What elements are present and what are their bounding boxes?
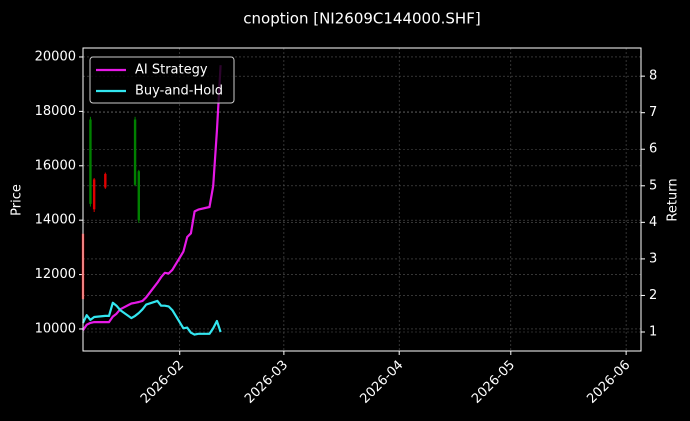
y2-tick-label: 6 <box>649 142 657 157</box>
legend: AI Strategy Buy-and-Hold <box>89 56 235 104</box>
candle-body <box>137 171 140 221</box>
y-tick-label: 18000 <box>35 104 76 119</box>
x-tick-label: 2026-05 <box>469 358 518 407</box>
y2-tick-label: 3 <box>649 251 657 266</box>
y2-tick-label: 7 <box>649 105 657 120</box>
y2-tick-label: 2 <box>649 288 657 303</box>
y2-tick-label: 8 <box>649 69 657 84</box>
chart-title: cnoption [NI2609C144000.SHF] <box>243 10 480 28</box>
candle-body <box>89 119 92 204</box>
candle-body <box>92 179 96 210</box>
candle-body <box>133 119 137 185</box>
x-tick-label: 2026-02 <box>138 358 187 407</box>
x-tick-label: 2026-06 <box>584 358 633 407</box>
y2-tick-label: 4 <box>649 215 657 230</box>
candle-body <box>104 173 107 188</box>
y2-tick-label: 1 <box>649 324 657 339</box>
y2-axis-label: Return <box>666 178 681 221</box>
plot-frame <box>82 47 642 352</box>
y-axis-label: Price <box>10 184 25 216</box>
y2-tick-label: 5 <box>649 178 657 193</box>
y-tick-label: 10000 <box>35 321 76 336</box>
y-tick-label: 12000 <box>35 267 76 282</box>
y-tick-label: 20000 <box>35 49 76 64</box>
legend-label: Buy-and-Hold <box>135 84 223 99</box>
legend-label: AI Strategy <box>135 63 208 78</box>
y-tick-label: 14000 <box>35 213 76 228</box>
y-tick-label: 16000 <box>35 158 76 173</box>
x-tick-label: 2026-04 <box>357 358 406 407</box>
x-tick-label: 2026-03 <box>242 358 291 407</box>
line <box>82 299 222 336</box>
line <box>82 65 222 331</box>
